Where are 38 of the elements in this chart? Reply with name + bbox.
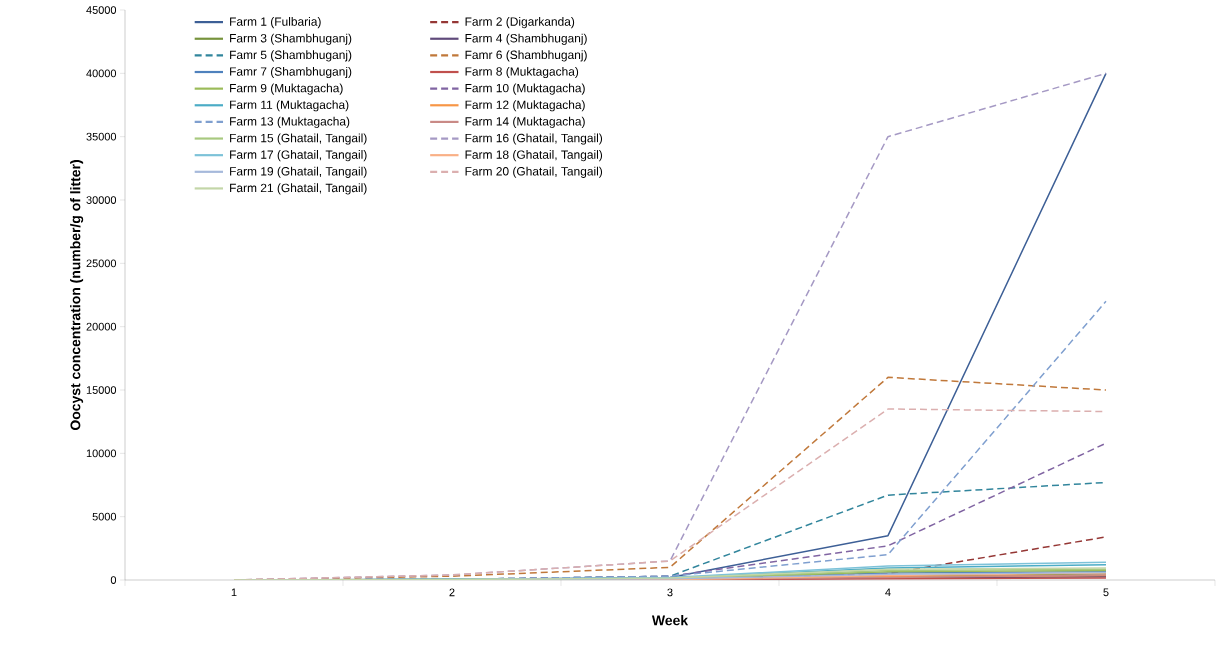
legend-label: Farm 8 (Muktagacha) <box>465 66 579 79</box>
legend-label: Famr 5 (Shambhuganj) <box>230 50 352 62</box>
legend-label: Farm 13 (Muktagacha) <box>230 116 350 128</box>
legend-label: Famr 7 (Shambhuganj) <box>230 66 352 79</box>
legend-label: Famr 6 (Shambhuganj) <box>465 50 587 62</box>
x-axis-title: Week <box>651 615 689 626</box>
legend-label: Farm 15 (Ghatail, Tangail) <box>230 133 367 145</box>
legend-label: Farm 1 (Fulbaria) <box>230 17 321 29</box>
x-tick-label: 3 <box>667 588 673 597</box>
y-axis-title: Oocyst concentration (number/g of litter) <box>70 160 84 431</box>
y-tick-label: 45000 <box>86 6 117 14</box>
legend-label: Farm 3 (Shambhuganj) <box>230 33 352 45</box>
x-tick-label: 4 <box>885 588 891 597</box>
legend-label: Farm 21 (Ghatail, Tangail) <box>230 183 367 195</box>
y-tick-label: 40000 <box>86 69 117 78</box>
y-tick-label: 30000 <box>86 196 117 204</box>
legend-label: Farm 17 (Ghatail, Tangail) <box>230 150 367 162</box>
y-tick-label: 10000 <box>86 449 117 458</box>
y-tick-label: 20000 <box>86 322 117 331</box>
x-tick-label: 1 <box>231 588 237 597</box>
y-tick-label: 0 <box>110 576 117 584</box>
legend-label: Farm 18 (Ghatail, Tangail) <box>465 150 603 162</box>
legend-label: Farm 12 (Muktagacha) <box>465 100 585 112</box>
legend-label: Farm 9 (Muktagacha) <box>230 83 343 95</box>
legend-label: Farm 16 (Ghatail, Tangail) <box>465 133 603 145</box>
y-tick-label: 5000 <box>92 512 117 521</box>
y-tick-label: 35000 <box>86 132 117 141</box>
x-tick-label: 5 <box>1103 588 1109 597</box>
legend-label: Farm 20 (Ghatail, Tangail) <box>465 166 603 178</box>
x-tick-label: 2 <box>449 588 455 597</box>
legend-label: Farm 4 (Shambhuganj) <box>465 33 587 45</box>
legend-label: Farm 19 (Ghatail, Tangail) <box>230 166 367 178</box>
legend-label: Farm 14 (Muktagacha) <box>465 116 585 128</box>
legend-label: Farm 10 (Muktagacha) <box>465 83 585 95</box>
y-tick-label: 15000 <box>86 386 117 394</box>
y-tick-label: 25000 <box>86 259 117 268</box>
legend-label: Farm 2 (Digarkanda) <box>465 17 575 29</box>
legend-label: Farm 11 (Muktagacha) <box>230 100 349 112</box>
